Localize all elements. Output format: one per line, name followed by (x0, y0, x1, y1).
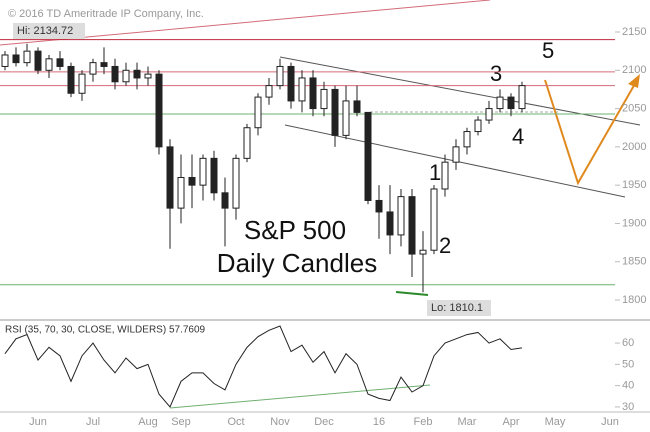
candle-body (254, 96, 262, 129)
y-tick-label: 2050 (622, 102, 646, 114)
candle-body (210, 157, 218, 194)
x-tick-label: Apr (502, 416, 519, 428)
chart-subtitle: Daily Candles (217, 248, 377, 278)
x-tick-label: Oct (227, 416, 244, 428)
projection-arrowhead (628, 74, 640, 88)
high-label-box (13, 23, 85, 39)
y-tick-label: 2150 (622, 26, 646, 38)
candle-body (221, 192, 229, 209)
candle-body (23, 50, 31, 64)
y-tick-label: 50 (622, 358, 634, 370)
x-tick-label: Jun (29, 416, 47, 428)
rsi-divergence-line (169, 384, 431, 409)
wave-label: 5 (542, 38, 554, 63)
x-tick-label: Dec (314, 416, 334, 428)
y-tick-label: 1800 (622, 294, 646, 306)
low-label: Lo: 1810.1 (431, 302, 483, 314)
candle-body (56, 58, 64, 67)
candle-body (507, 96, 515, 110)
candle-body (155, 73, 163, 148)
high-label: Hi: 2134.72 (17, 25, 73, 37)
candle-body (100, 62, 108, 67)
candle-body (265, 85, 273, 98)
candle-body (430, 188, 438, 251)
y-tick-label: 1950 (622, 179, 646, 191)
copyright: © 2016 TD Ameritrade IP Company, Inc. (8, 8, 204, 20)
wave-label: 2 (439, 233, 451, 258)
y-tick-label: 2100 (622, 64, 646, 76)
candle-body (1, 54, 9, 67)
candle-body (375, 199, 383, 213)
candle-body (67, 65, 75, 94)
candle-body (331, 88, 339, 136)
candle-body (364, 111, 372, 201)
wave-label: 4 (512, 124, 524, 149)
candle-body (166, 146, 174, 209)
candle-body (408, 196, 416, 255)
candle-body (133, 69, 141, 79)
x-tick-label: Nov (270, 416, 290, 428)
candle-body (298, 77, 306, 102)
x-tick-label: Jun (601, 416, 619, 428)
candle-body (463, 131, 471, 148)
candle-body (89, 62, 97, 75)
y-tick-label: 2000 (622, 141, 646, 153)
y-tick-label: 1850 (622, 256, 646, 268)
candle-body (122, 69, 130, 83)
x-tick-label: Aug (138, 416, 158, 428)
candle-body (34, 50, 42, 71)
rsi-title: RSI (35, 70, 30, CLOSE, WILDERS) 57.7609 (5, 325, 206, 336)
candle-body (320, 88, 328, 110)
candle-body (45, 58, 53, 71)
candle-body (441, 161, 449, 190)
x-tick-label: May (545, 416, 566, 428)
x-tick-label: Jul (86, 416, 100, 428)
candle-body (474, 119, 482, 133)
x-tick-label: Sep (171, 416, 191, 428)
candle-body (188, 176, 196, 186)
y-tick-label: 60 (622, 337, 634, 349)
candle-body (78, 73, 86, 94)
wave-label: 3 (490, 61, 502, 86)
low-label-box (427, 300, 491, 316)
candle-body (243, 127, 251, 159)
candle-body (386, 211, 394, 236)
chart-title: S&P 500 (244, 215, 346, 245)
candle-body (199, 157, 207, 186)
x-tick-label: Mar (458, 416, 477, 428)
candle-body (309, 77, 317, 110)
y-tick-label: 40 (622, 380, 634, 392)
candle-body (12, 54, 20, 64)
wave-label: 1 (429, 160, 441, 185)
divergence-line (395, 291, 429, 296)
candle-body (485, 108, 493, 121)
candle-body (287, 65, 295, 102)
candle-body (177, 176, 185, 209)
y-tick-label: 30 (622, 401, 634, 413)
candle-body (276, 65, 284, 87)
rsi-line (4, 325, 523, 408)
candle-body (518, 85, 526, 110)
candle-body (342, 100, 350, 136)
candle-body (111, 65, 119, 83)
x-tick-label: Feb (414, 416, 433, 428)
candle-body (397, 196, 405, 236)
x-tick-label: 16 (373, 416, 385, 428)
candle-body (419, 249, 427, 255)
candle-body (232, 157, 240, 209)
candle-body (452, 146, 460, 163)
y-tick-label: 1900 (622, 217, 646, 229)
candle-body (144, 73, 152, 79)
candle-body (353, 100, 361, 113)
candle-body (496, 96, 504, 110)
